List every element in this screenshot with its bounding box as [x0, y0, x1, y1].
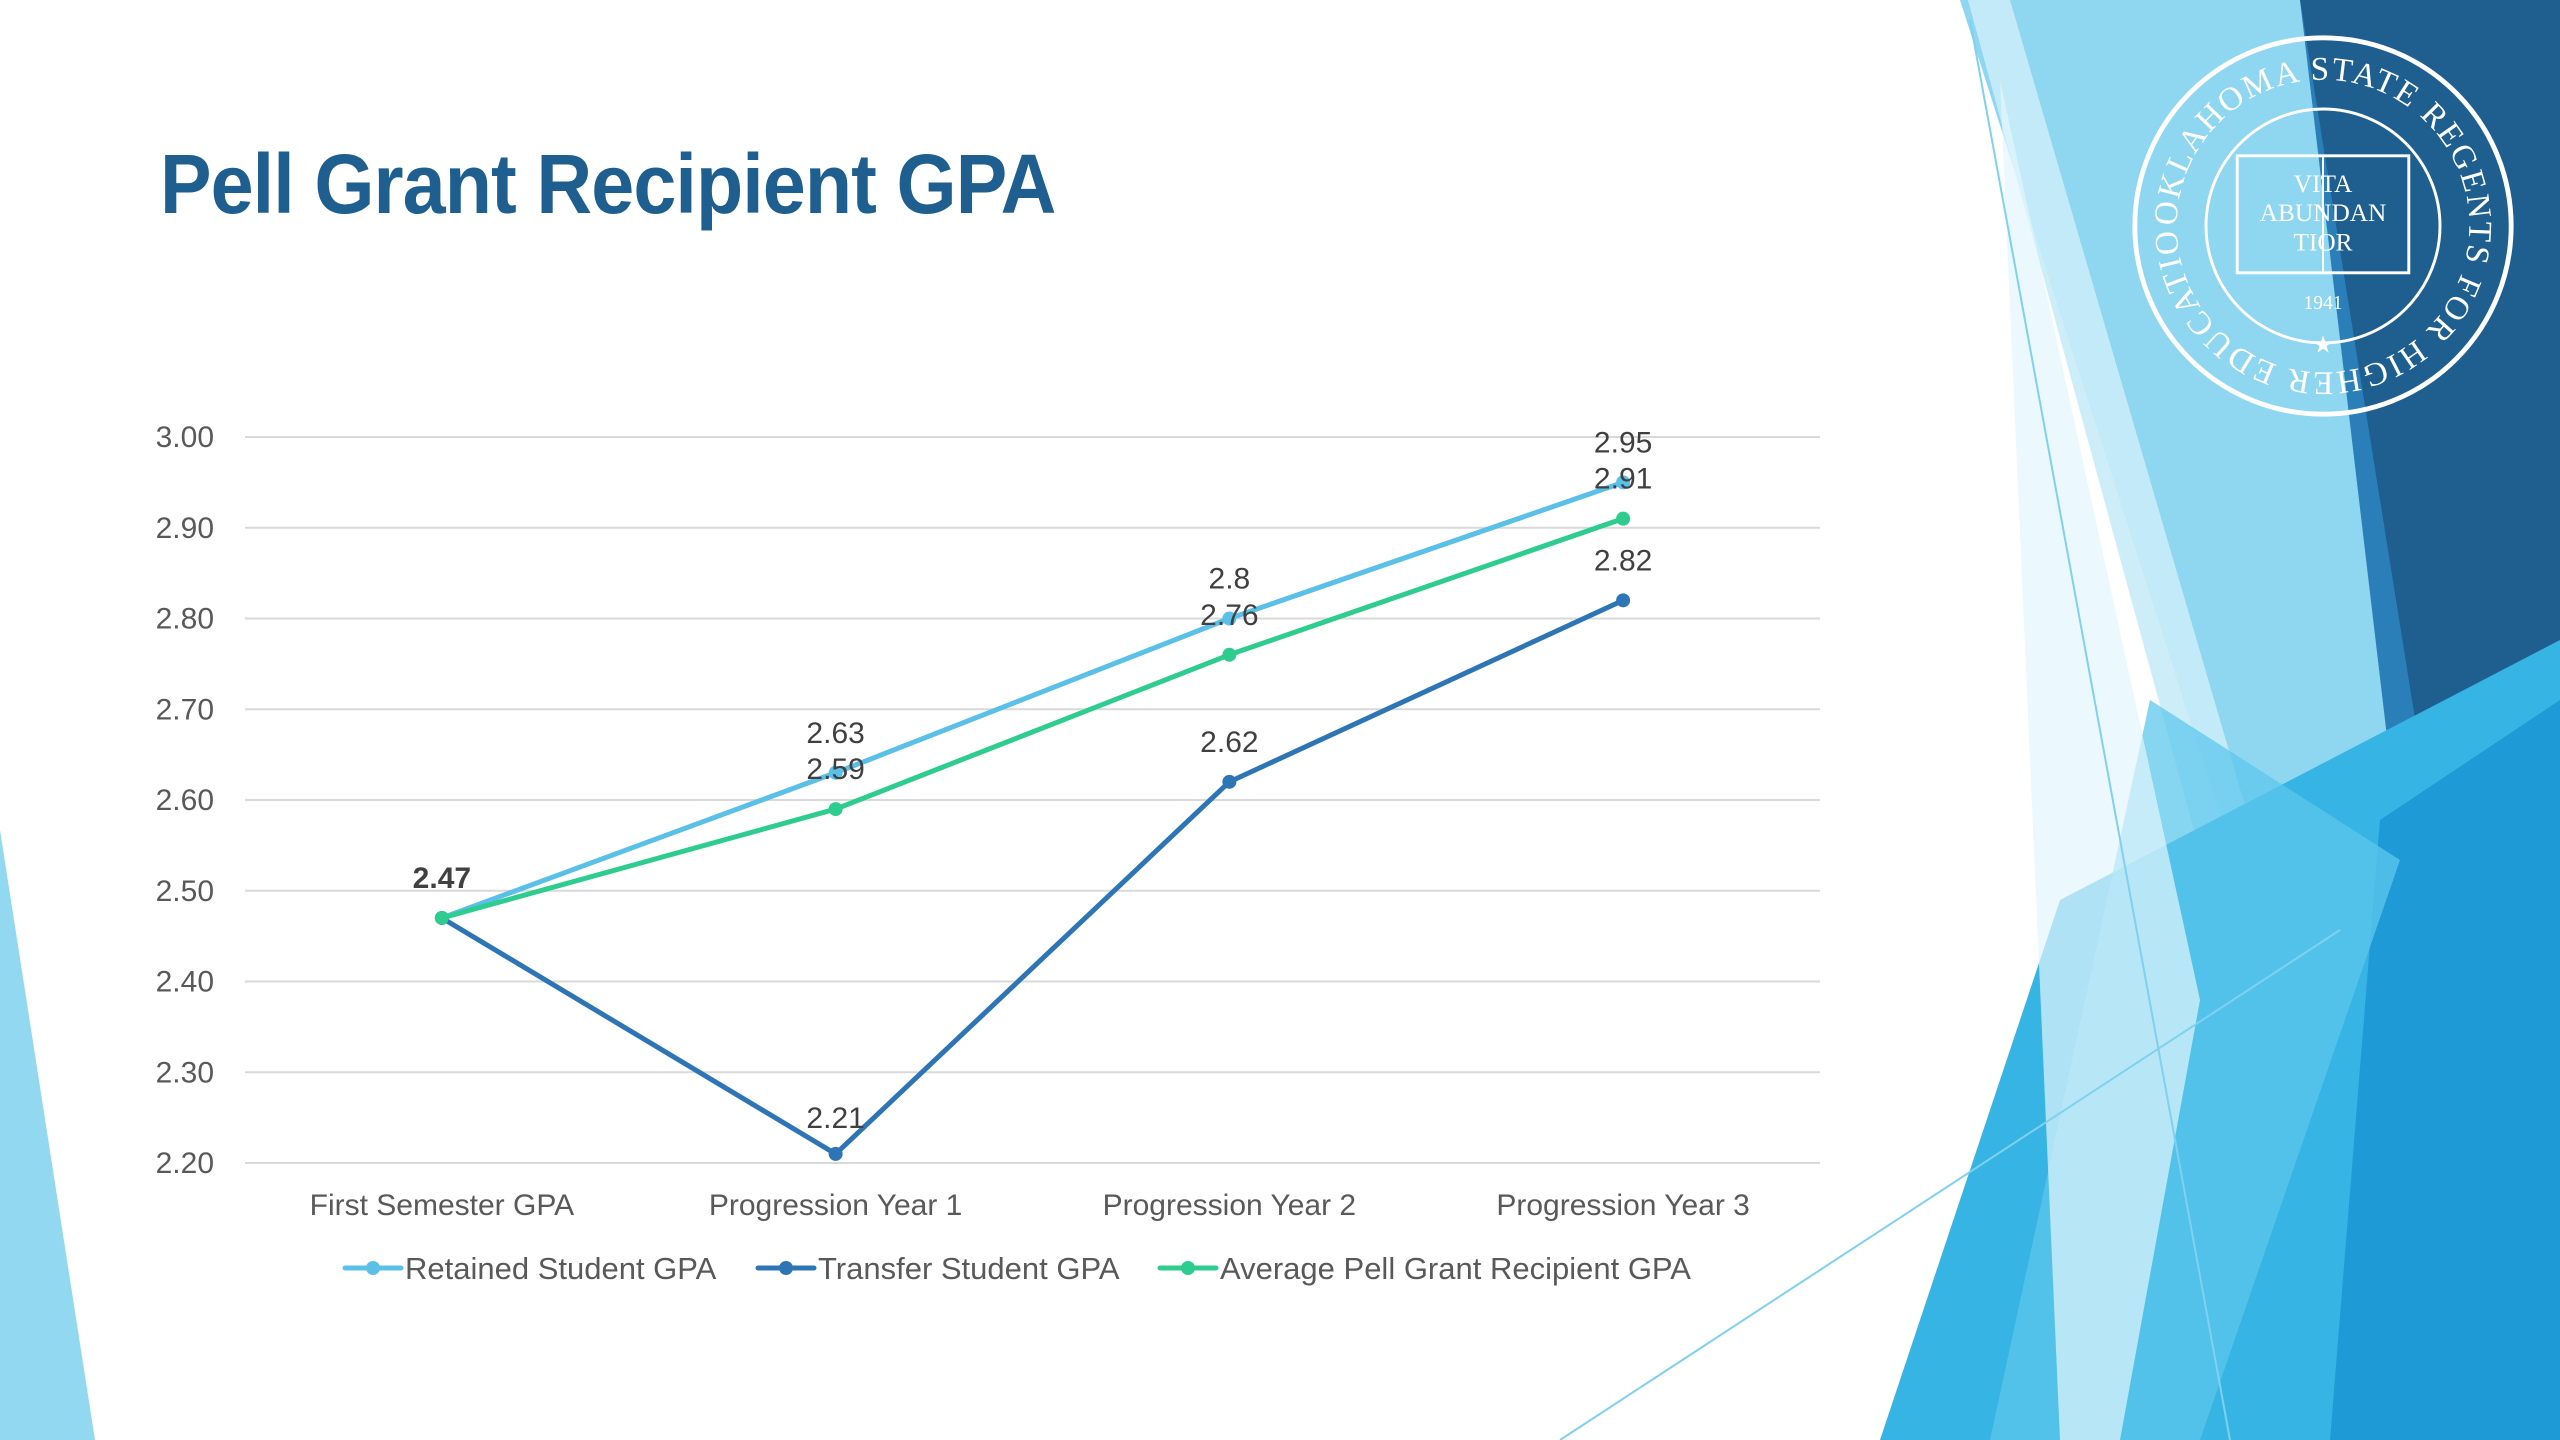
legend-marker-1 [779, 1261, 793, 1275]
series-2-point-3 [1616, 511, 1631, 526]
y-tick-label-2.40: 2.40 [156, 966, 214, 999]
data-label-series-2-1: 2.59 [806, 753, 864, 786]
series-0-point-3 [1616, 475, 1631, 490]
x-tick-label-3: Progression Year 3 [1496, 1189, 1750, 1222]
series-1-point-1 [828, 1146, 843, 1161]
series-line-2 [439, 516, 1626, 921]
y-tick-label-3.00: 3.00 [156, 421, 214, 454]
series-1-point-3 [1616, 593, 1631, 608]
series-2-point-0 [434, 910, 449, 925]
y-tick-label-2.90: 2.90 [156, 512, 214, 545]
series-0-point-2 [1222, 611, 1237, 626]
y-tick-label-2.80: 2.80 [156, 603, 214, 636]
data-label-series-2-2: 2.76 [1200, 599, 1258, 632]
x-tick-label-2: Progression Year 2 [1103, 1189, 1357, 1222]
left-edge-shape [0, 830, 95, 1440]
legend-label-2: Average Pell Grant Recipient GPA [1220, 1251, 1691, 1286]
seal-inner-ring [2204, 107, 2442, 345]
data-label-series-1-3: 2.82 [1594, 544, 1652, 577]
seal-motto-line2: ABUNDAN [2260, 199, 2387, 227]
deco-line-1 [1969, 19, 2231, 1440]
series-2-point-2 [1222, 647, 1237, 662]
deco-facet-8 [2000, 80, 2200, 1440]
y-axis-ticks: 2.20 2.30 2.40 2.50 2.60 2.70 2.80 2.90 3.00 [156, 421, 214, 1180]
data-label-series-0-1: 2.63 [806, 717, 864, 750]
y-tick-label-2.30: 2.30 [156, 1056, 214, 1089]
y-tick-label-2.50: 2.50 [156, 875, 214, 908]
seal-year: 1941 [2304, 293, 2343, 314]
legend-label-0: Retained Student GPA [405, 1251, 717, 1286]
seal-motto-line3: TIOR [2293, 228, 2352, 256]
series-1-point-2 [1222, 774, 1237, 789]
seal-star-icon: ★ [2313, 333, 2334, 359]
y-tick-label-2.60: 2.60 [156, 784, 214, 817]
x-axis-ticks: First Semester GPA Progression Year 1 Prog… [310, 1189, 1750, 1222]
seal-motto-line1: VITA [2294, 170, 2353, 198]
data-label-series-1-2: 2.62 [1200, 726, 1258, 759]
legend-label-1: Transfer Student GPA [818, 1251, 1120, 1286]
data-label-series-0-3: 2.95 [1594, 426, 1652, 459]
series-layer [434, 475, 1631, 1161]
y-tick-label-2.20: 2.20 [156, 1147, 214, 1180]
series-line-1 [439, 597, 1626, 1157]
series-2-point-1 [828, 802, 843, 817]
y-tick-label-2.70: 2.70 [156, 693, 214, 726]
legend-marker-0 [366, 1261, 380, 1275]
data-label-series-0-2: 2.8 [1209, 563, 1251, 596]
slide-title: Pell Grant Recipient GPA [160, 137, 1056, 231]
data-labels: 2.47 2.63 2.8 2.95 2.21 2.62 2.82 2.59 2.76 2.91 [413, 426, 1653, 1135]
series-line-0 [439, 479, 1626, 921]
data-label-series-2-3: 2.91 [1594, 463, 1652, 496]
legend-marker-2 [1181, 1261, 1195, 1275]
data-label-series-0-0: 2.47 [413, 862, 471, 895]
series-0-point-1 [828, 765, 843, 780]
x-tick-label-1: Progression Year 1 [709, 1189, 963, 1222]
data-label-series-1-1: 2.21 [806, 1102, 864, 1135]
deco-line-2 [1559, 929, 2341, 1440]
seal-outer-ring [2132, 35, 2514, 417]
grid-layer [245, 436, 1820, 1164]
chart-legend: Retained Student GPA Transfer Student GPA… [342, 1251, 1691, 1286]
x-tick-label-0: First Semester GPA [310, 1189, 575, 1222]
oklahoma-regents-seal-logo: OKLAHOMA STATE REGENTS FOR HIGHER EDUCAT… [2128, 31, 2514, 417]
